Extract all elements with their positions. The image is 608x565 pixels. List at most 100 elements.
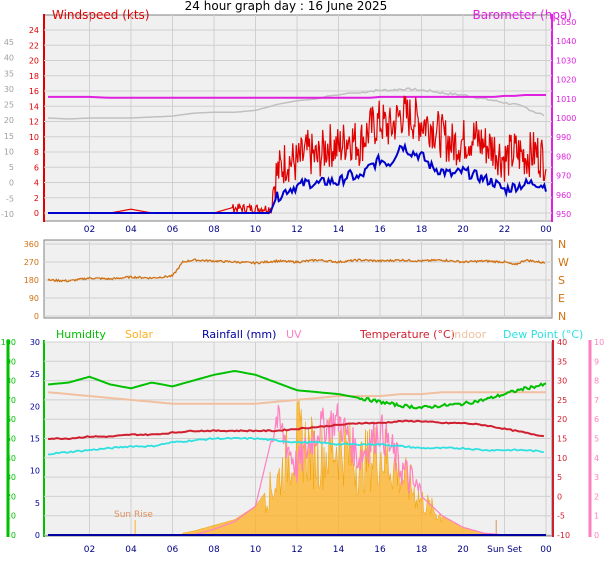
uv-tick-label: 5 bbox=[594, 435, 599, 444]
legend-item: Indoor bbox=[451, 328, 487, 341]
legend-item: Humidity bbox=[56, 328, 106, 341]
humidity-line bbox=[47, 370, 547, 410]
wind-inner-tick-label: 12 bbox=[29, 118, 39, 127]
wind-outer-tick-label: 0 bbox=[9, 179, 14, 188]
wind-inner-tick-label: 14 bbox=[29, 102, 39, 111]
climate-x-tick-label: 08 bbox=[208, 545, 220, 555]
wind-outer-tick-label: 20 bbox=[4, 116, 14, 125]
wind-inner-tick-label: 22 bbox=[29, 41, 39, 50]
wind-x-tick-label: 04 bbox=[125, 225, 137, 235]
baro-tick-label: 1030 bbox=[556, 56, 576, 65]
humidity-tick-label: 30 bbox=[6, 473, 16, 482]
wind-inner-tick-label: 8 bbox=[34, 148, 39, 157]
wind-x-tick-label: 18 bbox=[416, 225, 428, 235]
humidity-tick-label: 90 bbox=[6, 357, 16, 366]
temperature-tick-label: 0 bbox=[557, 492, 562, 501]
wind-x-tick-label: 20 bbox=[457, 225, 469, 235]
legend-item: Dew Point (°C) bbox=[503, 328, 583, 341]
rainfall-tick-label: 30 bbox=[30, 338, 40, 347]
graph-title: 24 hour graph day : 16 June 2025 bbox=[185, 0, 388, 13]
uv-tick-label: 6 bbox=[594, 415, 599, 424]
wind-inner-tick-label: 2 bbox=[34, 194, 39, 203]
wind-x-tick-label: 02 bbox=[84, 225, 95, 235]
direction-plot-area bbox=[43, 239, 553, 319]
wind-axis-labels: 02 04 06 08 10 12 14 16 18 20 22 004540353025201510… bbox=[1, 18, 576, 235]
wind-x-tick-label: 06 bbox=[167, 225, 179, 235]
humidity-tick-label: 40 bbox=[6, 454, 16, 463]
climate-x-tick-label: 20 bbox=[457, 545, 469, 555]
direction-tick-label: 90 bbox=[29, 294, 39, 303]
compass-label: S bbox=[558, 274, 565, 287]
temperature-tick-label: 30 bbox=[557, 377, 567, 386]
windspeed-label: Windspeed (kts) bbox=[52, 8, 150, 22]
dewpoint-line bbox=[47, 436, 544, 456]
climate-x-tick-label: 14 bbox=[333, 545, 345, 555]
barometer-line bbox=[48, 94, 546, 99]
wind-x-tick-label: 00 bbox=[540, 225, 552, 235]
uv-tick-label: 10 bbox=[594, 338, 604, 347]
temperature-line bbox=[47, 419, 544, 441]
wind-inner-tick-label: 16 bbox=[29, 87, 39, 96]
wind-x-tick-label: 08 bbox=[208, 225, 220, 235]
legend-item: UV bbox=[286, 328, 302, 341]
humidity-tick-label: 50 bbox=[6, 435, 16, 444]
baro-tick-label: 970 bbox=[556, 172, 571, 181]
climate-x-tick-label: 12 bbox=[291, 545, 302, 555]
wind-outer-tick-label: 45 bbox=[4, 38, 14, 47]
baro-tick-label: 960 bbox=[556, 191, 571, 200]
uv-tick-label: 4 bbox=[594, 454, 599, 463]
direction-tick-label: 270 bbox=[24, 258, 39, 267]
rainfall-tick-label: 25 bbox=[30, 370, 40, 379]
wind-inner-tick-label: 24 bbox=[29, 26, 39, 35]
average-wind-line bbox=[48, 141, 547, 214]
uv-tick-label: 9 bbox=[594, 357, 599, 366]
humidity-tick-label: 60 bbox=[6, 415, 16, 424]
climate-x-tick-label: Sun Set bbox=[487, 545, 522, 555]
wind-outer-tick-label: 35 bbox=[4, 69, 14, 78]
wind-inner-tick-label: 10 bbox=[29, 133, 39, 142]
baro-tick-label: 980 bbox=[556, 152, 571, 161]
humidity-tick-label: 100 bbox=[1, 338, 16, 347]
climate-x-tick-label: 00 bbox=[540, 545, 552, 555]
indoor-temp-line bbox=[47, 391, 546, 405]
humidity-tick-label: 0 bbox=[11, 531, 16, 540]
baro-tick-label: 1000 bbox=[556, 114, 576, 123]
wind-inner-tick-label: 6 bbox=[34, 163, 39, 172]
baro-tick-label: 1020 bbox=[556, 76, 576, 85]
rainfall-tick-label: 20 bbox=[30, 402, 40, 411]
wind-inner-tick-label: 20 bbox=[29, 57, 39, 66]
wind-x-tick-label: 16 bbox=[374, 225, 386, 235]
compass-label: N bbox=[558, 310, 566, 323]
climate-x-tick-label: 10 bbox=[250, 545, 262, 555]
wind-x-tick-label: 14 bbox=[333, 225, 345, 235]
wind-outer-tick-label: 5 bbox=[9, 163, 14, 172]
wind-series bbox=[47, 87, 547, 215]
climate-x-tick-label: 06 bbox=[167, 545, 179, 555]
wind-x-tick-label: 10 bbox=[250, 225, 262, 235]
climate-x-tick-label: 04 bbox=[125, 545, 137, 555]
baro-tick-label: 990 bbox=[556, 133, 571, 142]
wind-outer-tick-label: 25 bbox=[4, 101, 14, 110]
temperature-tick-label: 15 bbox=[557, 435, 567, 444]
legend-item: Solar bbox=[125, 328, 154, 341]
uv-tick-label: 3 bbox=[594, 473, 599, 482]
humidity-tick-label: 10 bbox=[6, 512, 16, 521]
wind-outer-tick-label: -5 bbox=[6, 194, 14, 203]
temperature-tick-label: 20 bbox=[557, 415, 567, 424]
baro-tick-label: 1010 bbox=[556, 95, 576, 104]
rainfall-tick-label: 0 bbox=[35, 531, 40, 540]
uv-tick-label: 7 bbox=[594, 396, 599, 405]
wind-x-tick-label: 22 bbox=[499, 225, 510, 235]
temperature-tick-label: 10 bbox=[557, 454, 567, 463]
direction-tick-label: 0 bbox=[34, 312, 39, 321]
barometer-label: Barometer (hpa) bbox=[473, 8, 572, 22]
legend-item: Temperature (°C) bbox=[359, 328, 455, 341]
baro-tick-label: 1050 bbox=[556, 18, 576, 27]
direction-tick-label: 180 bbox=[24, 276, 39, 285]
humidity-tick-label: 20 bbox=[6, 492, 16, 501]
temperature-tick-label: 35 bbox=[557, 357, 567, 366]
uv-tick-label: 2 bbox=[594, 492, 599, 501]
climate-x-tick-label: 18 bbox=[416, 545, 428, 555]
wind-outer-tick-label: -10 bbox=[1, 210, 14, 219]
